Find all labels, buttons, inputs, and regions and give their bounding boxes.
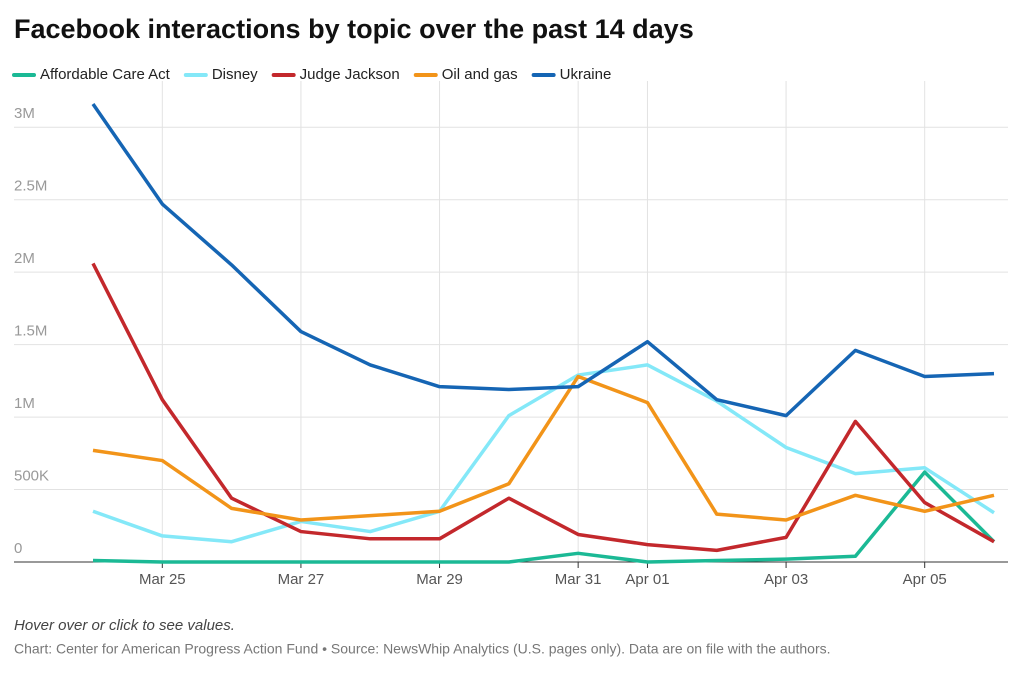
x-tick-label: Apr 01 [625, 571, 669, 588]
series-line [91, 262, 995, 553]
x-tick-label: Apr 03 [764, 571, 808, 588]
legend-label: Disney [212, 66, 258, 83]
y-tick-label: 1.5M [14, 323, 47, 340]
chart-title: Facebook interactions by topic over the … [14, 14, 694, 44]
x-tick-label: Mar 27 [278, 571, 325, 588]
x-tick-label: Mar 25 [139, 571, 186, 588]
y-tick-label: 2.5M [14, 178, 47, 195]
x-tick-label: Mar 31 [555, 571, 602, 588]
legend-label: Ukraine [560, 66, 612, 83]
x-tick-label: Mar 29 [416, 571, 463, 588]
legend-label: Oil and gas [442, 66, 518, 83]
series-line [91, 103, 995, 418]
y-tick-label: 500K [14, 468, 49, 485]
source: Chart: Center for American Progress Acti… [14, 641, 831, 657]
legend-label: Judge Jackson [300, 66, 400, 83]
series-line [92, 363, 995, 544]
note: Hover over or click to see values. [14, 617, 235, 634]
y-tick-label: 3M [14, 105, 35, 122]
series-line [92, 374, 995, 522]
series-line [92, 470, 996, 564]
legend-label: Affordable Care Act [40, 66, 171, 83]
y-tick-label: 1M [14, 395, 35, 412]
x-tick-label: Apr 05 [903, 571, 947, 588]
y-tick-label: 2M [14, 250, 35, 267]
y-tick-label: 0 [14, 540, 22, 557]
